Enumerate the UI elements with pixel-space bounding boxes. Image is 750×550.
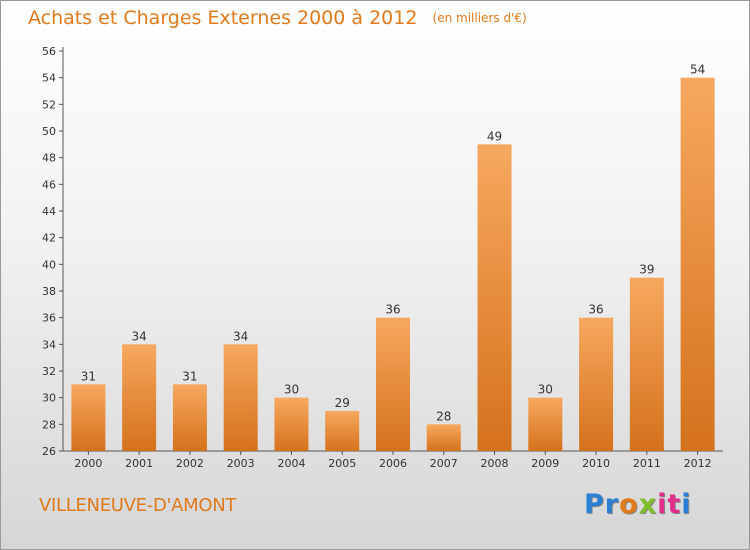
y-tick-label: 26 bbox=[42, 445, 56, 458]
bar bbox=[477, 144, 512, 452]
brand-letter: r bbox=[604, 489, 620, 520]
x-tick-label: 2011 bbox=[633, 457, 661, 470]
y-tick-label: 40 bbox=[42, 258, 56, 271]
y-tick-label: 34 bbox=[42, 338, 56, 351]
chart-unit: (en milliers d'€) bbox=[432, 11, 527, 25]
brand-letter: o bbox=[619, 489, 639, 520]
bar bbox=[376, 317, 410, 451]
x-tick-label: 2010 bbox=[582, 457, 610, 470]
y-tick-label: 30 bbox=[42, 392, 56, 405]
bar-value-label: 31 bbox=[81, 369, 96, 383]
bar-value-label: 29 bbox=[335, 396, 350, 410]
bar bbox=[122, 344, 157, 451]
bar-value-label: 28 bbox=[436, 409, 451, 423]
bar-value-label: 31 bbox=[182, 369, 197, 383]
x-tick-label: 2000 bbox=[74, 457, 102, 470]
brand-letter: i bbox=[657, 489, 668, 520]
bar bbox=[274, 397, 309, 451]
brand-letter: x bbox=[638, 489, 658, 520]
chart-title: Achats et Charges Externes 2000 à 2012 bbox=[28, 7, 418, 29]
bar bbox=[579, 317, 614, 451]
y-tick-label: 52 bbox=[42, 98, 56, 111]
bar-value-label: 54 bbox=[690, 63, 705, 77]
x-tick-label: 2002 bbox=[176, 457, 204, 470]
y-tick-label: 48 bbox=[42, 152, 56, 165]
chart-title-block: Achats et Charges Externes 2000 à 2012 (… bbox=[28, 7, 527, 29]
y-tick-label: 32 bbox=[42, 365, 56, 378]
x-tick-label: 2008 bbox=[481, 457, 509, 470]
bar-value-label: 34 bbox=[233, 329, 248, 343]
bar-value-label: 39 bbox=[639, 263, 654, 277]
y-tick-label: 28 bbox=[42, 418, 56, 431]
x-tick-label: 2003 bbox=[227, 457, 255, 470]
x-tick-label: 2004 bbox=[277, 457, 305, 470]
bar-value-label: 30 bbox=[284, 383, 299, 397]
x-tick-label: 2012 bbox=[684, 457, 712, 470]
bar bbox=[325, 411, 360, 451]
bar bbox=[528, 397, 563, 451]
x-tick-label: 2007 bbox=[430, 457, 458, 470]
y-tick-label: 54 bbox=[42, 72, 56, 85]
bar bbox=[680, 77, 715, 452]
bar-value-label: 36 bbox=[385, 303, 400, 317]
brand-letter: P bbox=[584, 489, 605, 520]
bar bbox=[172, 384, 207, 451]
y-tick-label: 44 bbox=[42, 205, 56, 218]
bar bbox=[629, 277, 664, 451]
y-tick-label: 42 bbox=[42, 232, 56, 245]
bar bbox=[71, 384, 106, 451]
x-tick-label: 2005 bbox=[328, 457, 356, 470]
y-tick-label: 46 bbox=[42, 178, 56, 191]
bar bbox=[223, 344, 258, 451]
bar-value-label: 34 bbox=[132, 329, 147, 343]
brand-letter: i bbox=[681, 489, 692, 520]
bar-value-label: 30 bbox=[538, 383, 553, 397]
bar-value-label: 49 bbox=[487, 129, 502, 143]
y-tick-label: 36 bbox=[42, 312, 56, 325]
brand-logo: Proxiti bbox=[584, 489, 692, 520]
y-tick-label: 38 bbox=[42, 285, 56, 298]
bar bbox=[426, 424, 461, 451]
x-tick-label: 2009 bbox=[531, 457, 559, 470]
town-name: VILLENEUVE-D'AMONT bbox=[39, 495, 237, 516]
brand-letter: t bbox=[667, 489, 682, 520]
x-tick-label: 2006 bbox=[379, 457, 407, 470]
y-tick-label: 56 bbox=[42, 45, 56, 58]
y-tick-label: 50 bbox=[42, 125, 56, 138]
bar-value-label: 36 bbox=[588, 303, 603, 317]
x-tick-label: 2001 bbox=[125, 457, 153, 470]
